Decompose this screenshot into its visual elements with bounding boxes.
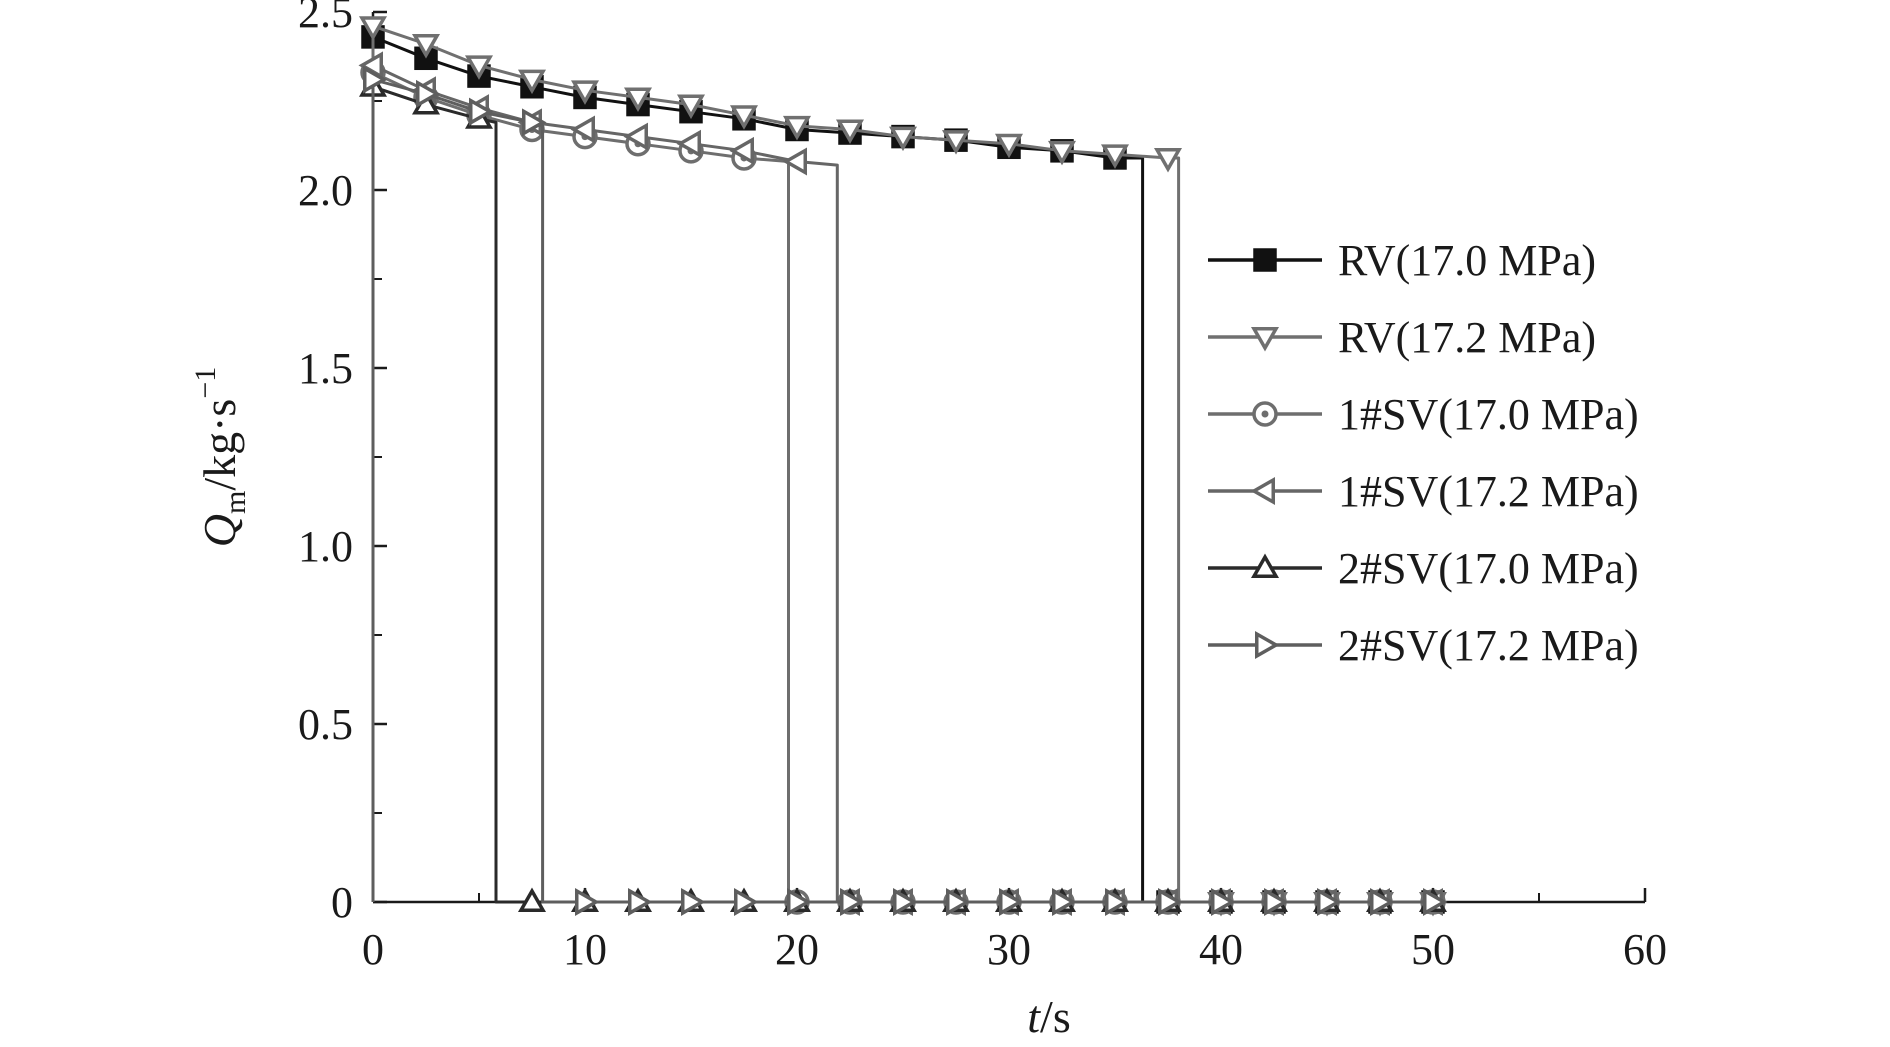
series-0 — [361, 25, 1445, 914]
axis-labels: t/s Qm/kg·s−1 — [189, 367, 1071, 1042]
data-point — [888, 126, 918, 152]
data-point — [517, 69, 547, 95]
legend: RV(17.0 MPa) RV(17.2 MPa) 1#SV(17.0 MPa) 1#… — [1208, 236, 1639, 670]
x-axis-label: t/s — [1027, 991, 1070, 1042]
data-point — [840, 887, 865, 917]
data-point — [782, 115, 812, 141]
data-point — [1052, 887, 1077, 917]
y-tick-label: 0 — [331, 878, 353, 927]
legend-marker — [1252, 401, 1278, 427]
marker-dot — [1261, 410, 1269, 418]
data-point — [416, 79, 441, 108]
legend-label: 2#SV(17.2 MPa) — [1338, 621, 1639, 670]
data-point — [623, 122, 648, 151]
data-point — [1423, 887, 1448, 917]
data-point — [1211, 887, 1236, 917]
legend-marker — [1250, 553, 1280, 578]
legend-item-0: RV(17.0 MPa) — [1208, 236, 1596, 285]
data-point — [676, 94, 706, 120]
legend-marker — [1253, 248, 1277, 272]
data-point — [411, 34, 441, 59]
series-5 — [363, 65, 1448, 917]
data-point — [782, 147, 807, 176]
x-tick-label: 60 — [1623, 925, 1667, 974]
data-point — [729, 105, 759, 130]
data-point — [575, 887, 600, 917]
series-1 — [358, 16, 1448, 917]
y-tick-label: 2.5 — [298, 0, 353, 37]
data-point — [681, 887, 706, 917]
legend-item-4: 2#SV(17.0 MPa) — [1208, 544, 1639, 593]
series-2 — [360, 59, 1446, 915]
data-point — [358, 16, 388, 41]
data-point — [363, 65, 388, 94]
legend-label: RV(17.2 MPa) — [1338, 313, 1596, 362]
data-point — [1100, 144, 1130, 169]
data-point — [1153, 147, 1183, 173]
data-point — [1264, 887, 1289, 917]
y-axis-label-var: Q — [194, 514, 245, 547]
data-point — [994, 133, 1024, 159]
x-tick-label: 20 — [775, 925, 819, 974]
data-point — [729, 136, 754, 165]
series-3 — [358, 51, 1443, 917]
data-point — [570, 80, 600, 105]
data-point — [464, 55, 494, 80]
y-axis-label-unit: /kg·s — [194, 399, 245, 491]
legend-marker — [1250, 327, 1280, 352]
series-line — [372, 35, 1433, 904]
data-point — [570, 115, 595, 144]
legend-label: 2#SV(17.0 MPa) — [1338, 544, 1639, 593]
data-point — [1047, 140, 1077, 166]
y-tick-label: 0.5 — [298, 700, 353, 749]
data-point — [1158, 887, 1183, 917]
data-point — [623, 87, 653, 112]
legend-marker — [1250, 476, 1275, 506]
y-axis-label-exp: −1 — [189, 367, 222, 399]
data-point — [893, 887, 918, 917]
data-point — [1370, 887, 1395, 917]
y-axis-label-sub: m — [219, 491, 252, 514]
axes: 0 0.5 1.0 1.5 2.0 2.5 0 10 20 30 40 50 60 — [298, 0, 1667, 974]
data-point — [734, 887, 759, 917]
x-tick-label: 10 — [563, 925, 607, 974]
data-point — [676, 129, 701, 158]
series-4 — [358, 72, 1448, 912]
series-line — [372, 24, 1433, 904]
x-axis-label-unit: /s — [1040, 991, 1071, 1042]
data-point — [522, 108, 547, 137]
x-tick-label: 50 — [1411, 925, 1455, 974]
y-axis-label: Qm/kg·s−1 — [189, 367, 252, 548]
legend-item-1: RV(17.2 MPa) — [1208, 313, 1596, 362]
y-tick-label: 2.0 — [298, 166, 353, 215]
legend-item-2: 1#SV(17.0 MPa) — [1208, 390, 1639, 439]
legend-label: 1#SV(17.2 MPa) — [1338, 467, 1639, 516]
data-point — [1317, 887, 1342, 917]
data-point — [941, 130, 971, 155]
data-point — [787, 887, 812, 917]
legend-marker — [1255, 630, 1280, 660]
data-point — [469, 97, 494, 126]
legend-item-5: 2#SV(17.2 MPa) — [1208, 621, 1639, 670]
data-point — [628, 887, 653, 917]
x-axis-label-var: t — [1027, 991, 1041, 1042]
data-point — [946, 887, 971, 917]
data-point — [835, 119, 865, 145]
y-tick-label: 1.0 — [298, 522, 353, 571]
x-tick-label: 30 — [987, 925, 1031, 974]
x-tick-label: 40 — [1199, 925, 1243, 974]
x-tick-label: 0 — [362, 925, 384, 974]
legend-label: RV(17.0 MPa) — [1338, 236, 1596, 285]
series-layer — [358, 16, 1448, 917]
legend-label: 1#SV(17.0 MPa) — [1338, 390, 1639, 439]
y-tick-label: 1.5 — [298, 344, 353, 393]
data-point — [517, 887, 547, 912]
legend-item-3: 1#SV(17.2 MPa) — [1208, 467, 1639, 516]
data-point — [1105, 887, 1130, 917]
data-point — [999, 887, 1024, 917]
